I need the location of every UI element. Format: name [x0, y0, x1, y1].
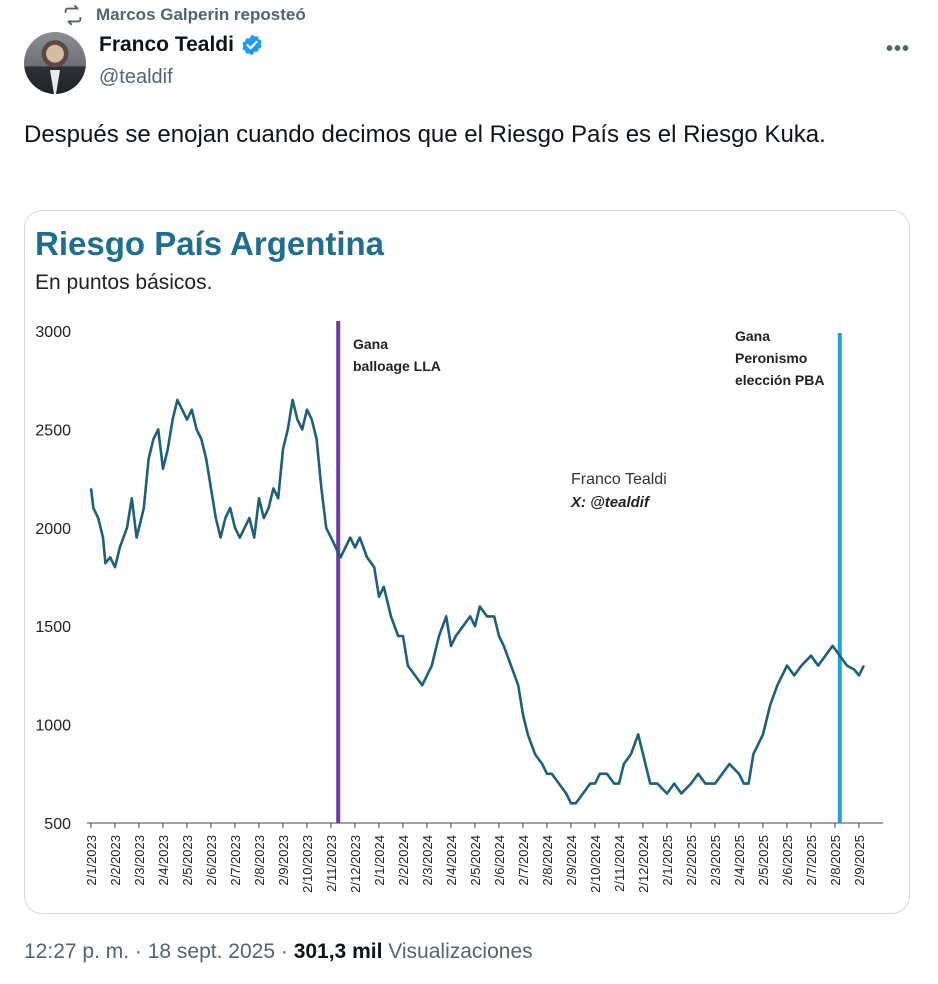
x-tick-label: 2/7/2024	[516, 835, 531, 886]
x-tick-label: 2/4/2025	[732, 835, 747, 886]
x-tick-label: 2/8/2024	[540, 835, 555, 886]
y-tick-label: 3000	[35, 324, 71, 341]
watermark-name: Franco Tealdi	[571, 471, 667, 488]
views-count: 301,3 mil	[293, 940, 383, 963]
x-tick-label: 2/12/2024	[636, 835, 651, 893]
repost-icon	[64, 4, 82, 26]
watermark-handle: X: @tealdif	[570, 494, 651, 511]
author-handle[interactable]: @tealdif	[99, 66, 173, 88]
x-tick-label: 2/7/2023	[228, 835, 243, 886]
x-tick-label: 2/7/2025	[804, 835, 819, 886]
x-tick-label: 2/2/2024	[396, 835, 411, 886]
x-tick-label: 2/2/2023	[108, 835, 123, 886]
x-tick-label: 2/3/2025	[708, 835, 723, 886]
x-tick-label: 2/10/2024	[588, 835, 603, 893]
x-tick-label: 2/2/2025	[684, 835, 699, 886]
repost-header: Marcos Galperin reposteó	[62, 4, 306, 26]
x-tick-label: 2/5/2023	[180, 835, 195, 886]
x-tick-label: 2/5/2025	[756, 835, 771, 886]
x-tick-label: 2/3/2024	[420, 835, 435, 886]
x-tick-label: 2/6/2025	[780, 835, 795, 886]
chart-image-card[interactable]: Riesgo País Argentina En puntos básicos.…	[24, 210, 910, 914]
x-tick-label: 2/1/2025	[660, 835, 675, 886]
y-tick-label: 2000	[35, 521, 71, 538]
avatar[interactable]	[24, 32, 86, 94]
repost-text[interactable]: Marcos Galperin reposteó	[96, 5, 306, 24]
chart-title: Riesgo País Argentina	[35, 225, 385, 262]
x-tick-label: 2/8/2025	[828, 835, 843, 886]
x-tick-label: 2/3/2023	[132, 835, 147, 886]
annotation-label: Gana balloage LLA	[353, 336, 441, 374]
y-tick-label: 2500	[35, 422, 71, 439]
annotation-label: Gana Peronismo elección PBA	[735, 328, 824, 388]
x-tick-label: 2/10/2023	[300, 835, 315, 893]
x-tick-label: 2/6/2023	[204, 835, 219, 886]
x-tick-label: 2/4/2024	[444, 835, 459, 886]
x-tick-label: 2/11/2024	[612, 835, 627, 892]
x-tick-label: 2/9/2023	[276, 835, 291, 886]
author-name-row[interactable]: Franco Tealdi	[99, 33, 264, 57]
verified-badge-icon	[242, 34, 262, 56]
chart-subtitle: En puntos básicos.	[35, 271, 213, 294]
tweet-footer: 12:27 p. m. · 18 sept. 2025 · 301,3 mil …	[24, 940, 533, 963]
x-tick-label: 2/8/2023	[252, 835, 267, 886]
series-line	[89, 398, 865, 805]
author-name[interactable]: Franco Tealdi	[99, 33, 234, 56]
x-tick-label: 2/1/2024	[372, 835, 387, 886]
x-tick-label: 2/9/2024	[564, 835, 579, 886]
tweet-time[interactable]: 12:27 p. m.	[24, 940, 130, 963]
x-tick-label: 2/12/2023	[348, 835, 363, 893]
y-tick-label: 1000	[35, 718, 71, 735]
views-label: Visualizaciones	[388, 940, 533, 963]
x-tick-label: 2/6/2024	[492, 835, 507, 886]
tweet-date[interactable]: 18 sept. 2025	[147, 940, 276, 963]
x-tick-label: 2/11/2023	[324, 835, 339, 892]
y-tick-label: 500	[44, 816, 71, 833]
more-dots-icon[interactable]: •••	[885, 38, 910, 60]
x-tick-label: 2/4/2023	[156, 835, 171, 886]
x-tick-label: 2/1/2023	[84, 835, 99, 886]
line-chart: 500 1000 1500 2000 2500 3000 2/1/2023 2/2/2023 2…	[35, 321, 883, 893]
y-tick-label: 1500	[35, 619, 71, 636]
x-tick-label: 2/9/2025	[852, 835, 867, 886]
tweet-text: Después se enojan cuando decimos que el …	[24, 121, 826, 148]
x-tick-label: 2/5/2024	[468, 835, 483, 886]
